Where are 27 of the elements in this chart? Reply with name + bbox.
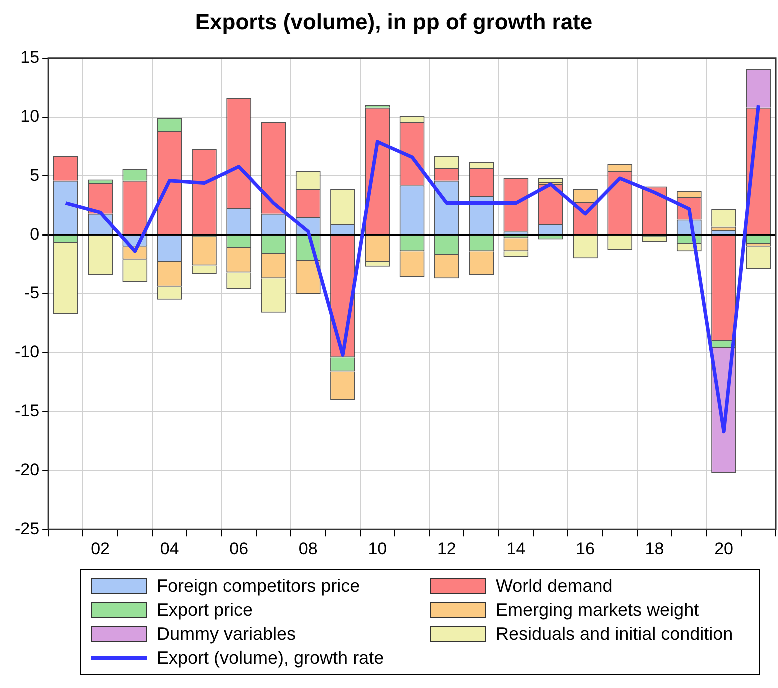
x-tick-label: 18 [645,539,664,558]
x-tick-label: 12 [437,539,456,558]
legend-label: Export (volume), growth rate [157,647,384,670]
y-tick-label: 10 [20,106,40,126]
x-tick-label: 08 [298,539,318,558]
chart-title: Exports (volume), in pp of growth rate [195,9,593,34]
y-tick-label: 5 [30,166,40,185]
x-tick-label: 20 [714,539,734,558]
legend-label: World demand [496,575,613,598]
y-tick-label: 0 [30,224,40,244]
x-tick-label: 14 [506,539,526,558]
legend-label: Foreign competitors price [157,575,360,598]
x-tick-label: 06 [230,539,249,558]
y-tick-label: -15 [14,401,40,420]
y-tick-label: -20 [14,460,40,480]
legend-label: Dummy variables [157,623,296,646]
y-tick-label: -5 [24,284,40,303]
x-tick-label: 02 [91,539,110,558]
y-tick-label: 15 [20,48,40,68]
x-tick-label: 10 [368,539,388,558]
legend-label: Emerging markets weight [496,599,700,622]
legend-label: Residuals and initial condition [496,623,734,646]
legend-label: Export price [157,599,254,622]
y-tick-label: -25 [14,519,40,538]
y-tick-label: -10 [14,342,40,362]
x-tick-label: 16 [576,539,595,558]
x-tick-label: 04 [160,539,180,558]
